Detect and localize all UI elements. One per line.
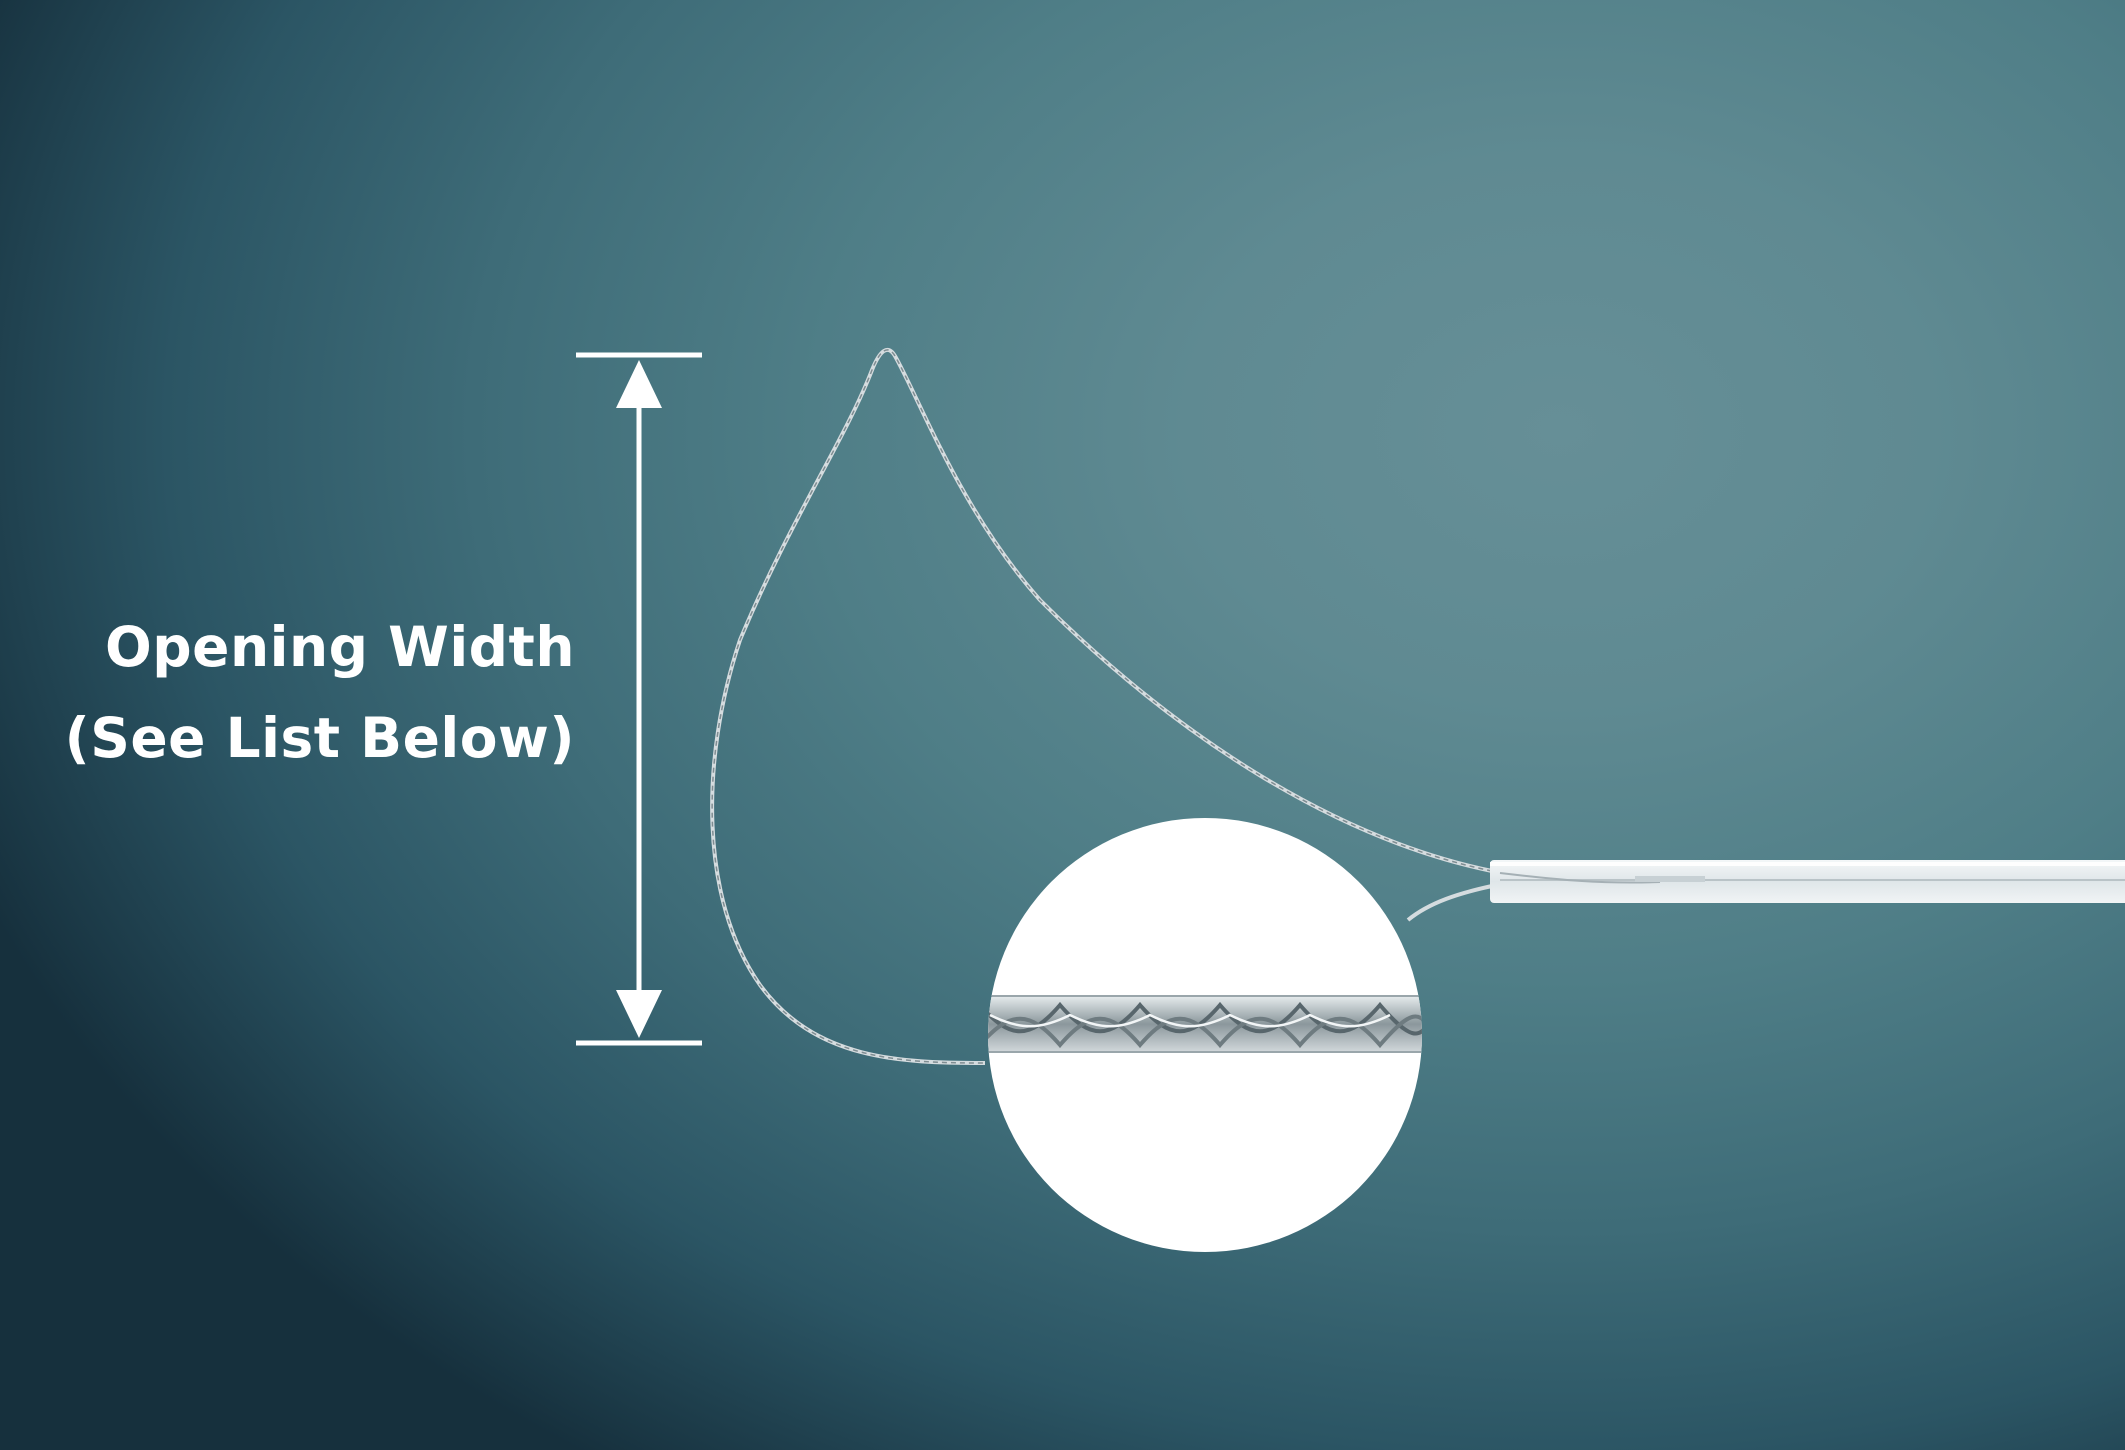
snare-loop — [710, 347, 1493, 1065]
braid-strands-2 — [988, 1014, 1422, 1049]
see-list-below-label: (See List Below) — [64, 706, 575, 770]
sheath-tube — [1490, 860, 2125, 903]
braid-strands — [988, 1001, 1422, 1036]
sheath-highlight — [1490, 862, 2125, 866]
opening-width-label: Opening Width — [105, 615, 575, 679]
magnifier-inset — [988, 818, 1422, 1252]
dimension-indicator — [576, 352, 702, 1046]
sheath-marker — [1635, 876, 1705, 882]
snare-wire-return — [1406, 884, 1493, 922]
snare-wire-shadow — [711, 349, 1493, 1064]
braid-strands-light — [989, 1013, 1391, 1028]
sheath-inner-wire-curve — [1499, 872, 1661, 884]
arrowhead-up-icon — [616, 360, 662, 408]
arrowhead-down-icon — [616, 990, 662, 1038]
catheter-sheath — [1490, 860, 2125, 903]
